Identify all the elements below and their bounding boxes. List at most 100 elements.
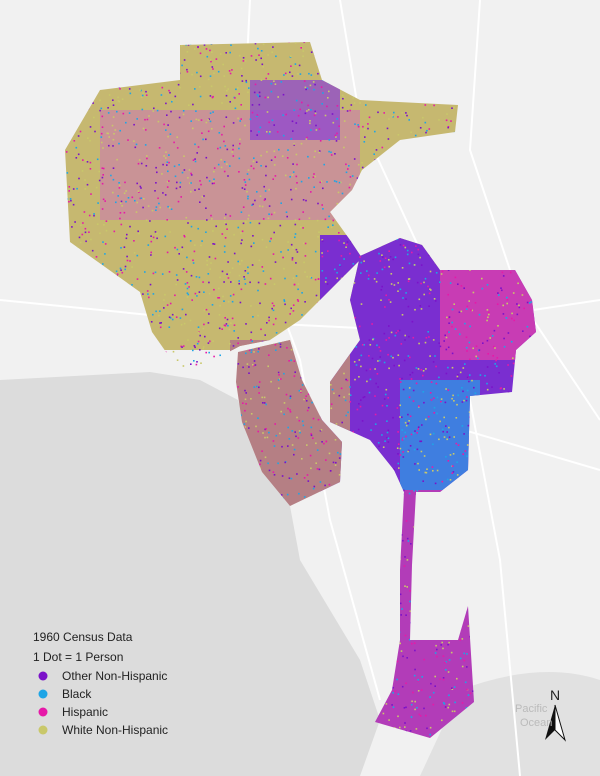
dot (289, 176, 291, 178)
dot (78, 236, 81, 239)
dot (414, 708, 416, 711)
dot (440, 644, 442, 646)
dot (224, 85, 226, 88)
dot (166, 164, 168, 166)
dot (321, 103, 323, 105)
dot (182, 113, 185, 116)
dot (223, 300, 225, 302)
dot (269, 240, 271, 243)
dot (166, 161, 169, 163)
dot (420, 308, 423, 310)
dot (405, 682, 407, 685)
dot (413, 448, 416, 451)
dot (85, 240, 87, 243)
dot (230, 44, 232, 46)
dot (456, 403, 458, 406)
dot (205, 231, 207, 233)
dot (328, 90, 330, 93)
dot (453, 106, 455, 109)
dot (267, 217, 270, 220)
dot (386, 420, 388, 422)
dot (224, 145, 227, 147)
dot (416, 489, 419, 492)
dot (399, 593, 402, 596)
dot (310, 426, 313, 429)
dot (140, 89, 142, 92)
dot (468, 341, 471, 344)
dot (489, 337, 491, 339)
dot (464, 681, 467, 684)
dot (250, 331, 253, 334)
dot (312, 81, 315, 83)
dot (262, 432, 264, 434)
dot (169, 302, 172, 305)
dot (226, 163, 228, 165)
dot (314, 112, 317, 115)
dot (412, 691, 414, 694)
dot (196, 295, 198, 297)
dot (107, 132, 110, 135)
dot (187, 177, 189, 179)
dot (263, 402, 266, 404)
dot (250, 305, 252, 307)
dot (447, 293, 449, 296)
dot (294, 219, 297, 222)
dot (164, 293, 166, 296)
dot (392, 706, 395, 708)
dot (170, 110, 172, 113)
dot (410, 703, 413, 706)
dot (430, 381, 433, 383)
dot (193, 250, 196, 253)
dot (293, 375, 296, 377)
dot (241, 75, 243, 77)
dot (196, 71, 198, 74)
dot (346, 379, 349, 382)
dot (378, 359, 381, 362)
dot (124, 265, 127, 268)
dot (338, 125, 340, 127)
dot (404, 339, 406, 341)
dot (223, 125, 225, 128)
dot (146, 155, 148, 157)
dot (147, 244, 150, 246)
dot (436, 655, 438, 658)
dot (138, 232, 140, 235)
dot (355, 364, 358, 366)
dot (290, 65, 292, 67)
dot (190, 172, 192, 175)
dot (274, 344, 277, 346)
dot (401, 377, 403, 380)
dot (388, 299, 390, 301)
dot (469, 269, 471, 271)
dot (152, 293, 155, 295)
dot (432, 361, 435, 363)
dot (140, 187, 142, 189)
dot (123, 211, 126, 214)
dot (384, 257, 387, 259)
dot (86, 161, 89, 163)
dot (383, 361, 386, 364)
dot (283, 402, 286, 404)
dot (89, 139, 91, 142)
dot (141, 94, 144, 97)
dot (352, 431, 354, 433)
dot (412, 389, 415, 392)
dot (453, 710, 456, 713)
dot (307, 480, 310, 482)
dot (455, 442, 458, 445)
dot (275, 332, 278, 334)
dot (409, 600, 411, 603)
dot (466, 396, 468, 398)
dot (325, 459, 327, 461)
dot (163, 123, 165, 126)
dot (284, 72, 287, 75)
dot (242, 366, 244, 369)
dot (152, 236, 155, 239)
dot (258, 348, 260, 350)
dot (131, 196, 134, 199)
dot (249, 281, 251, 284)
dot (208, 292, 211, 295)
dot (203, 195, 205, 197)
dot (393, 111, 395, 114)
dot (465, 707, 468, 709)
